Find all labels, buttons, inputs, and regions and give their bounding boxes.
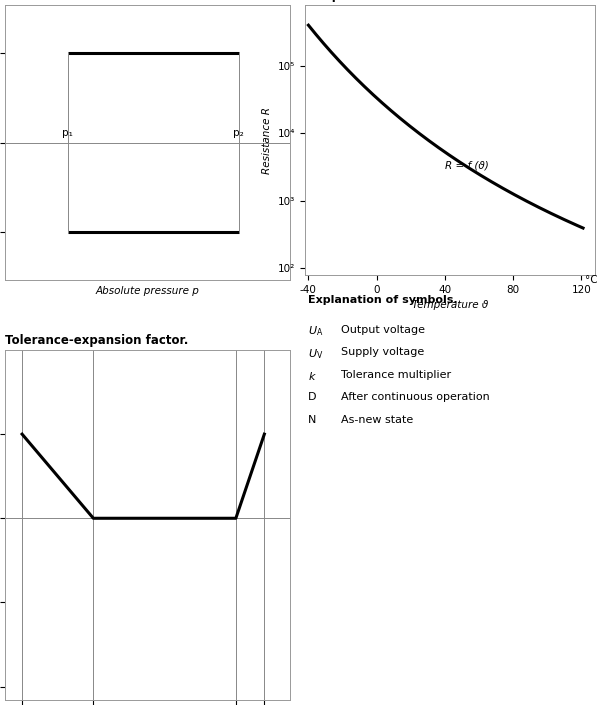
Text: $U_\mathrm{V}$: $U_\mathrm{V}$ bbox=[308, 347, 323, 361]
Text: Supply voltage: Supply voltage bbox=[341, 347, 424, 357]
Text: Output voltage: Output voltage bbox=[341, 324, 425, 335]
Y-axis label: Resistance R: Resistance R bbox=[262, 106, 272, 173]
Text: Temperature-sensor characteristic curve.: Temperature-sensor characteristic curve. bbox=[305, 0, 580, 2]
Text: °C: °C bbox=[585, 275, 598, 285]
X-axis label: Absolute pressure p: Absolute pressure p bbox=[95, 286, 199, 295]
Text: Tolerance-expansion factor.: Tolerance-expansion factor. bbox=[5, 334, 188, 348]
Text: Tolerance multiplier: Tolerance multiplier bbox=[341, 369, 451, 380]
Text: p₂: p₂ bbox=[233, 128, 244, 137]
Text: D: D bbox=[308, 392, 317, 403]
Text: p₁: p₁ bbox=[62, 128, 73, 137]
Text: As-new state: As-new state bbox=[341, 415, 413, 425]
Text: R = f (ϑ): R = f (ϑ) bbox=[445, 161, 488, 171]
Text: Explanation of symbols.: Explanation of symbols. bbox=[308, 295, 458, 305]
Text: After continuous operation: After continuous operation bbox=[341, 392, 490, 403]
Text: $k$: $k$ bbox=[308, 369, 317, 381]
X-axis label: Temperature ϑ: Temperature ϑ bbox=[412, 300, 488, 310]
Text: Characteristic-curve tolerance.: Characteristic-curve tolerance. bbox=[5, 0, 211, 2]
Text: $U_\mathrm{A}$: $U_\mathrm{A}$ bbox=[308, 324, 323, 338]
Text: N: N bbox=[308, 415, 316, 425]
